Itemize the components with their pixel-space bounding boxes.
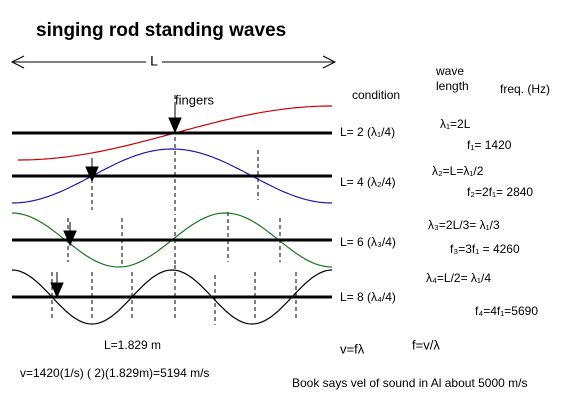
length-label: L <box>150 53 158 69</box>
rod-length: L=1.829 m <box>104 338 161 352</box>
wave <box>11 269 333 325</box>
wavelength: λ₁=2L <box>440 117 471 131</box>
wavelength: λ₂=L=λ₁/2 <box>432 164 484 178</box>
condition: L= 4 (λ₂/4) <box>340 175 396 189</box>
length-arrow <box>10 55 337 69</box>
frequency: f₃=3f₁ = 4260 <box>450 242 520 256</box>
condition: L= 2 (λ₁/4) <box>340 125 395 139</box>
note: Book says vel of sound in Al about 5000 … <box>292 376 527 390</box>
rods <box>12 131 332 299</box>
frequency: f₂=2f₁= 2840 <box>467 185 533 199</box>
finger-arrows <box>50 105 182 299</box>
frequency: f₁= 1420 <box>467 138 512 152</box>
calculation: v=1420(1/s) ( 2)(1.829m)=5194 m/s <box>20 366 209 380</box>
frequency-header: freq. (Hz) <box>500 82 550 96</box>
formula-f: f=v/λ <box>412 337 440 352</box>
wave <box>11 148 333 204</box>
wavelength: λ₄=L/2= λ₁/4 <box>426 271 491 285</box>
condition-header: condition <box>352 88 400 102</box>
formula-v: v=fλ <box>340 341 365 356</box>
condition: L= 8 (λ₄/4) <box>340 290 396 304</box>
title: singing rod standing waves <box>36 20 286 41</box>
condition: L= 6 (λ₃/4) <box>340 235 396 249</box>
wavelength: λ₃=2L/3= λ₁/3 <box>428 218 500 232</box>
wavelength-header: wave length <box>436 64 469 93</box>
frequency: f₄=4f₁=5690 <box>475 304 538 318</box>
fingers-label: fingers <box>175 92 215 107</box>
